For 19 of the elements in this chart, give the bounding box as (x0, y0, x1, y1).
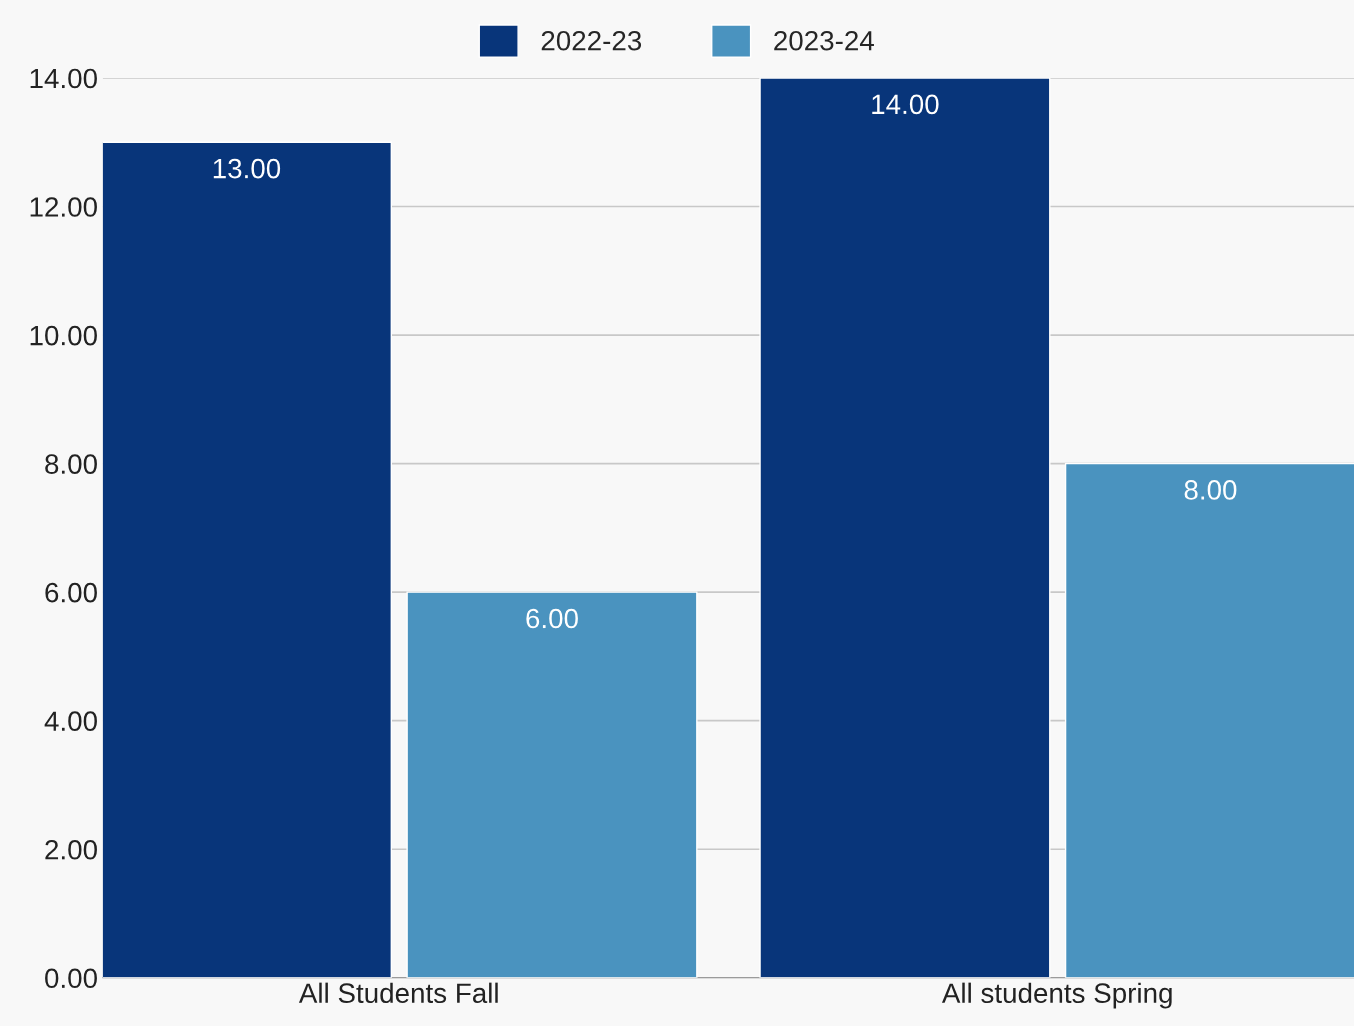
y-tick-label: 4.00 (44, 711, 97, 732)
data-label: 13.00 (213, 158, 281, 179)
y-tick-label: 6.00 (45, 582, 97, 603)
y-tick-label: 14.00 (30, 68, 97, 89)
data-label: 6.00 (526, 608, 578, 629)
data-label: 14.00 (872, 94, 939, 115)
bar (406, 591, 698, 978)
y-tick-label: 10.00 (30, 325, 97, 346)
x-tick-label: All Students Fall (298, 982, 498, 1004)
data-label: 8.00 (1184, 480, 1237, 500)
x-tick-label: All students Spring (941, 982, 1172, 1009)
y-tick-label: 0.00 (45, 968, 97, 989)
y-tick-label: 8.00 (45, 454, 97, 474)
legend-label: 2022-23 (541, 30, 642, 51)
y-tick-label: 12.00 (30, 197, 97, 217)
y-tick-label: 2.00 (45, 839, 97, 860)
legend-label: 2023-24 (774, 30, 874, 51)
bar (759, 77, 1051, 978)
bar (102, 141, 393, 978)
